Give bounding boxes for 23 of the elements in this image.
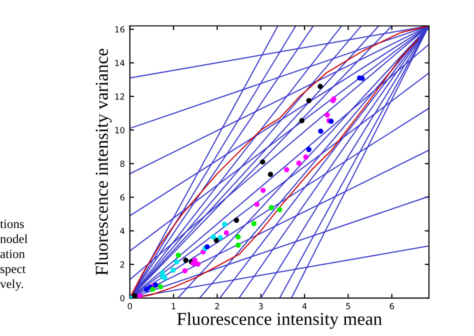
y-tick-label: 12: [115, 93, 124, 100]
y-tick-label: 8: [120, 160, 124, 167]
text: ation: [0, 250, 25, 258]
y-tick-label: 6: [120, 194, 124, 201]
x-tick-label: 1: [172, 303, 176, 310]
x-tick-label: 2: [215, 303, 220, 310]
x-tick-label: 6: [390, 303, 394, 310]
text: spect: [0, 266, 26, 276]
y-tick-label: 0: [120, 295, 124, 302]
y-tick-label: 14: [115, 60, 125, 66]
y-tick-label: 10: [115, 127, 124, 134]
x-axis-title: Fluorescence intensity mean: [177, 312, 382, 329]
x-tick-label: 4: [302, 303, 307, 310]
x-tick-label: 0: [128, 303, 132, 310]
y-tick-label: 16: [115, 26, 124, 33]
x-tick-label: 5: [346, 303, 350, 310]
text: tions: [0, 220, 24, 228]
text: nodel: [0, 234, 28, 244]
text: vely.: [0, 279, 24, 291]
y-axis-title: Fluorescence intensity variance: [95, 48, 112, 276]
y-tick-label: 2: [120, 261, 124, 268]
y-tick-label: 4: [120, 228, 125, 234]
x-tick-label: 3: [258, 303, 263, 310]
